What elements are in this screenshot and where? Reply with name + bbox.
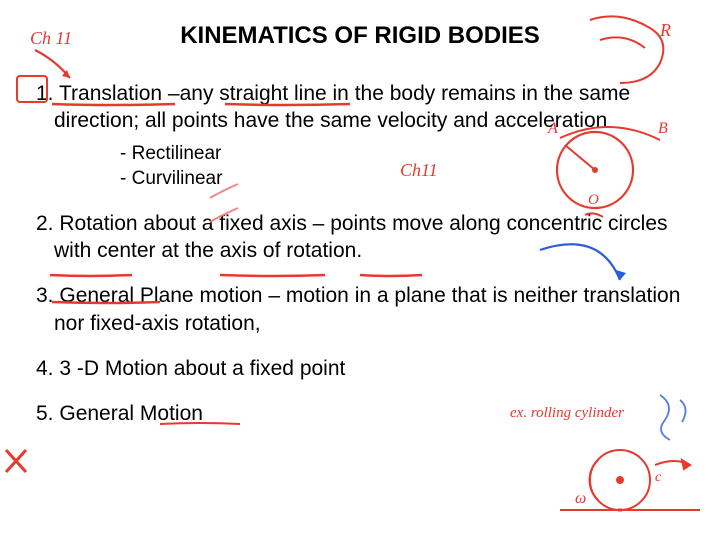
list-item: 3. General Plane motion – motion in a pl… [20, 282, 700, 337]
list-item: 4. 3 -D Motion about a fixed point [20, 355, 700, 382]
item-number: 1. [36, 82, 54, 105]
item-text: General Plane motion – motion in a plane… [54, 284, 680, 334]
hand-label-ex: ex. rolling cylinder [510, 405, 624, 422]
item-text: General Motion [59, 402, 203, 425]
hand-label-O: O [588, 192, 599, 209]
margin-note-ch11 [35, 50, 70, 78]
hand-label-A: A [548, 120, 558, 138]
page-title: KINEMATICS OF RIGID BODIES [0, 22, 720, 50]
hand-label-ch11-center: Ch11 [400, 160, 438, 181]
item-number: 4. [36, 357, 54, 380]
content-list: 1. Translation –any straight line in the… [20, 80, 700, 446]
hand-label-c: c [655, 470, 661, 486]
hand-label-R: R [660, 20, 671, 41]
list-item: 1. Translation –any straight line in the… [20, 80, 700, 192]
item-text: Translation –any straight line in the bo… [54, 82, 630, 132]
item-text: 3 -D Motion about a fixed point [59, 357, 345, 380]
item-number: 2. [36, 212, 54, 235]
list-item: 2. Rotation about a fixed axis – points … [20, 210, 700, 265]
item-number: 3. [36, 284, 54, 307]
hand-label-B: B [658, 120, 668, 138]
hand-label-ch11: Ch 11 [30, 28, 72, 49]
item-number: 5. [36, 402, 54, 425]
item-text: Rotation about a fixed axis – points mov… [54, 212, 668, 262]
x-mark-item5 [6, 450, 26, 472]
hand-label-omega: ω [575, 490, 586, 508]
